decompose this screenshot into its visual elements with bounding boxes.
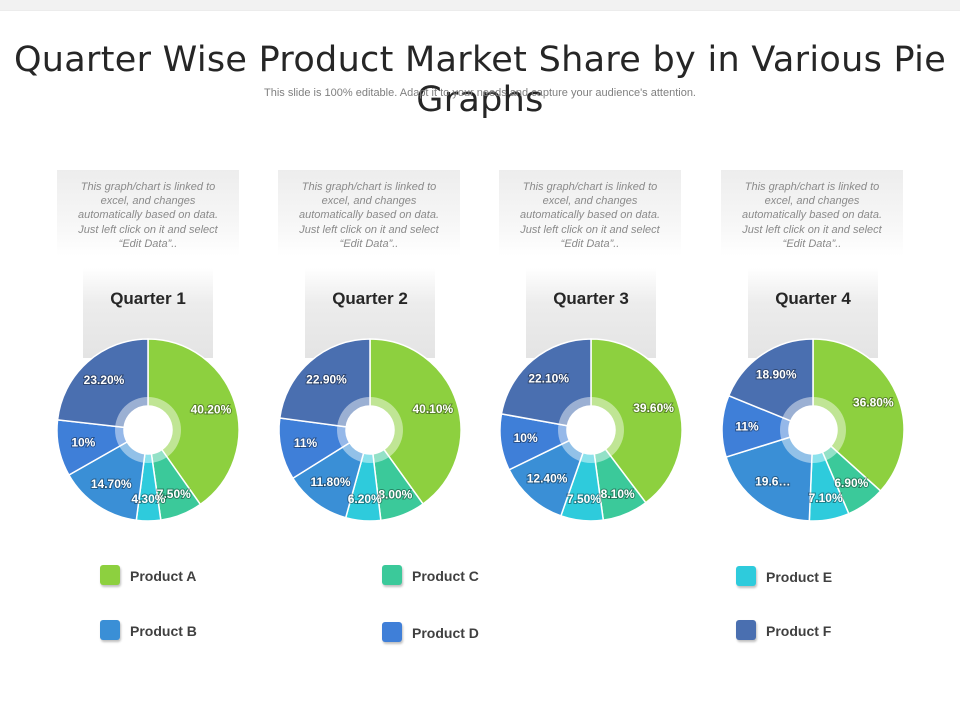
page-subtitle: This slide is 100% editable. Adapt it to…: [264, 87, 696, 99]
chart-title-q4: Quarter 4: [775, 289, 851, 308]
legend-label: Product C: [412, 568, 479, 584]
chart-note-q3: This graph/chart is linked to excel, and…: [499, 170, 681, 256]
legend-label: Product F: [766, 623, 832, 639]
data-label-product-a: 40.20%: [191, 402, 232, 416]
data-label-product-d: 10%: [514, 431, 538, 445]
data-label-product-c: 8.10%: [601, 487, 635, 501]
data-label-product-d: 11%: [294, 436, 318, 450]
data-label-product-b: 11.80%: [311, 475, 351, 489]
top-bar: [0, 0, 960, 11]
data-label-product-e: 4.30%: [131, 492, 165, 506]
legend-swatch: [382, 565, 402, 585]
data-label-product-e: 7.10%: [809, 491, 843, 505]
pie-center-hole: [567, 406, 615, 454]
chart-title-q3: Quarter 3: [553, 289, 629, 308]
legend-swatch: [736, 620, 756, 640]
legend-label: Product D: [412, 625, 479, 641]
legend-label: Product E: [766, 569, 833, 585]
data-label-product-f: 22.90%: [306, 373, 347, 387]
legend-swatch: [382, 622, 402, 642]
pie-center-hole: [789, 406, 837, 454]
data-label-product-c: 6.90%: [834, 476, 868, 490]
data-label-product-a: 40.10%: [412, 402, 453, 416]
pie-chart-q2[interactable]: 40.10% 8.00%6.20% 11.80% 11% 22.90%: [270, 330, 470, 530]
legend-label: Product A: [130, 568, 197, 584]
legend-swatch: [100, 620, 120, 640]
chart-note-q1: This graph/chart is linked to excel, and…: [57, 170, 239, 256]
legend-swatch: [736, 566, 756, 586]
data-label-product-f: 23.20%: [84, 373, 125, 387]
data-label-product-d: 11%: [735, 419, 759, 433]
pie-chart-q1[interactable]: 40.20% 7.50%4.30%14.70% 10% 23.20%: [48, 330, 248, 530]
data-label-product-c: 8.00%: [378, 487, 412, 501]
data-label-product-e: 6.20%: [348, 492, 382, 506]
pie-chart-q3[interactable]: 39.60% 8.10%7.50% 12.40% 10% 22.10%: [491, 330, 691, 530]
pie-chart-q4[interactable]: 36.80% 6.90%7.10% 19.6… 11% 18.90%: [713, 330, 913, 530]
pie-center-hole: [346, 406, 394, 454]
chart-title-q1: Quarter 1: [110, 289, 186, 308]
data-label-product-b: 14.70%: [91, 477, 132, 491]
data-label-product-c: 7.50%: [157, 487, 191, 501]
data-label-product-b: 12.40%: [527, 471, 568, 485]
data-label-product-e: 7.50%: [567, 492, 601, 506]
pie-center-hole: [124, 406, 172, 454]
chart-note-q4: This graph/chart is linked to excel, and…: [721, 170, 903, 256]
chart-note-q2: This graph/chart is linked to excel, and…: [278, 170, 460, 256]
legend-swatch: [100, 565, 120, 585]
data-label-product-d: 10%: [71, 435, 95, 449]
data-label-product-a: 39.60%: [633, 401, 674, 415]
data-label-product-b: 19.6…: [755, 475, 790, 489]
data-label-product-f: 18.90%: [756, 367, 797, 381]
data-label-product-a: 36.80%: [853, 395, 894, 409]
data-label-product-f: 22.10%: [528, 372, 569, 386]
chart-title-q2: Quarter 2: [332, 289, 408, 308]
legend-label: Product B: [130, 623, 197, 639]
page-title: Quarter Wise Product Market Share by in …: [13, 40, 947, 120]
